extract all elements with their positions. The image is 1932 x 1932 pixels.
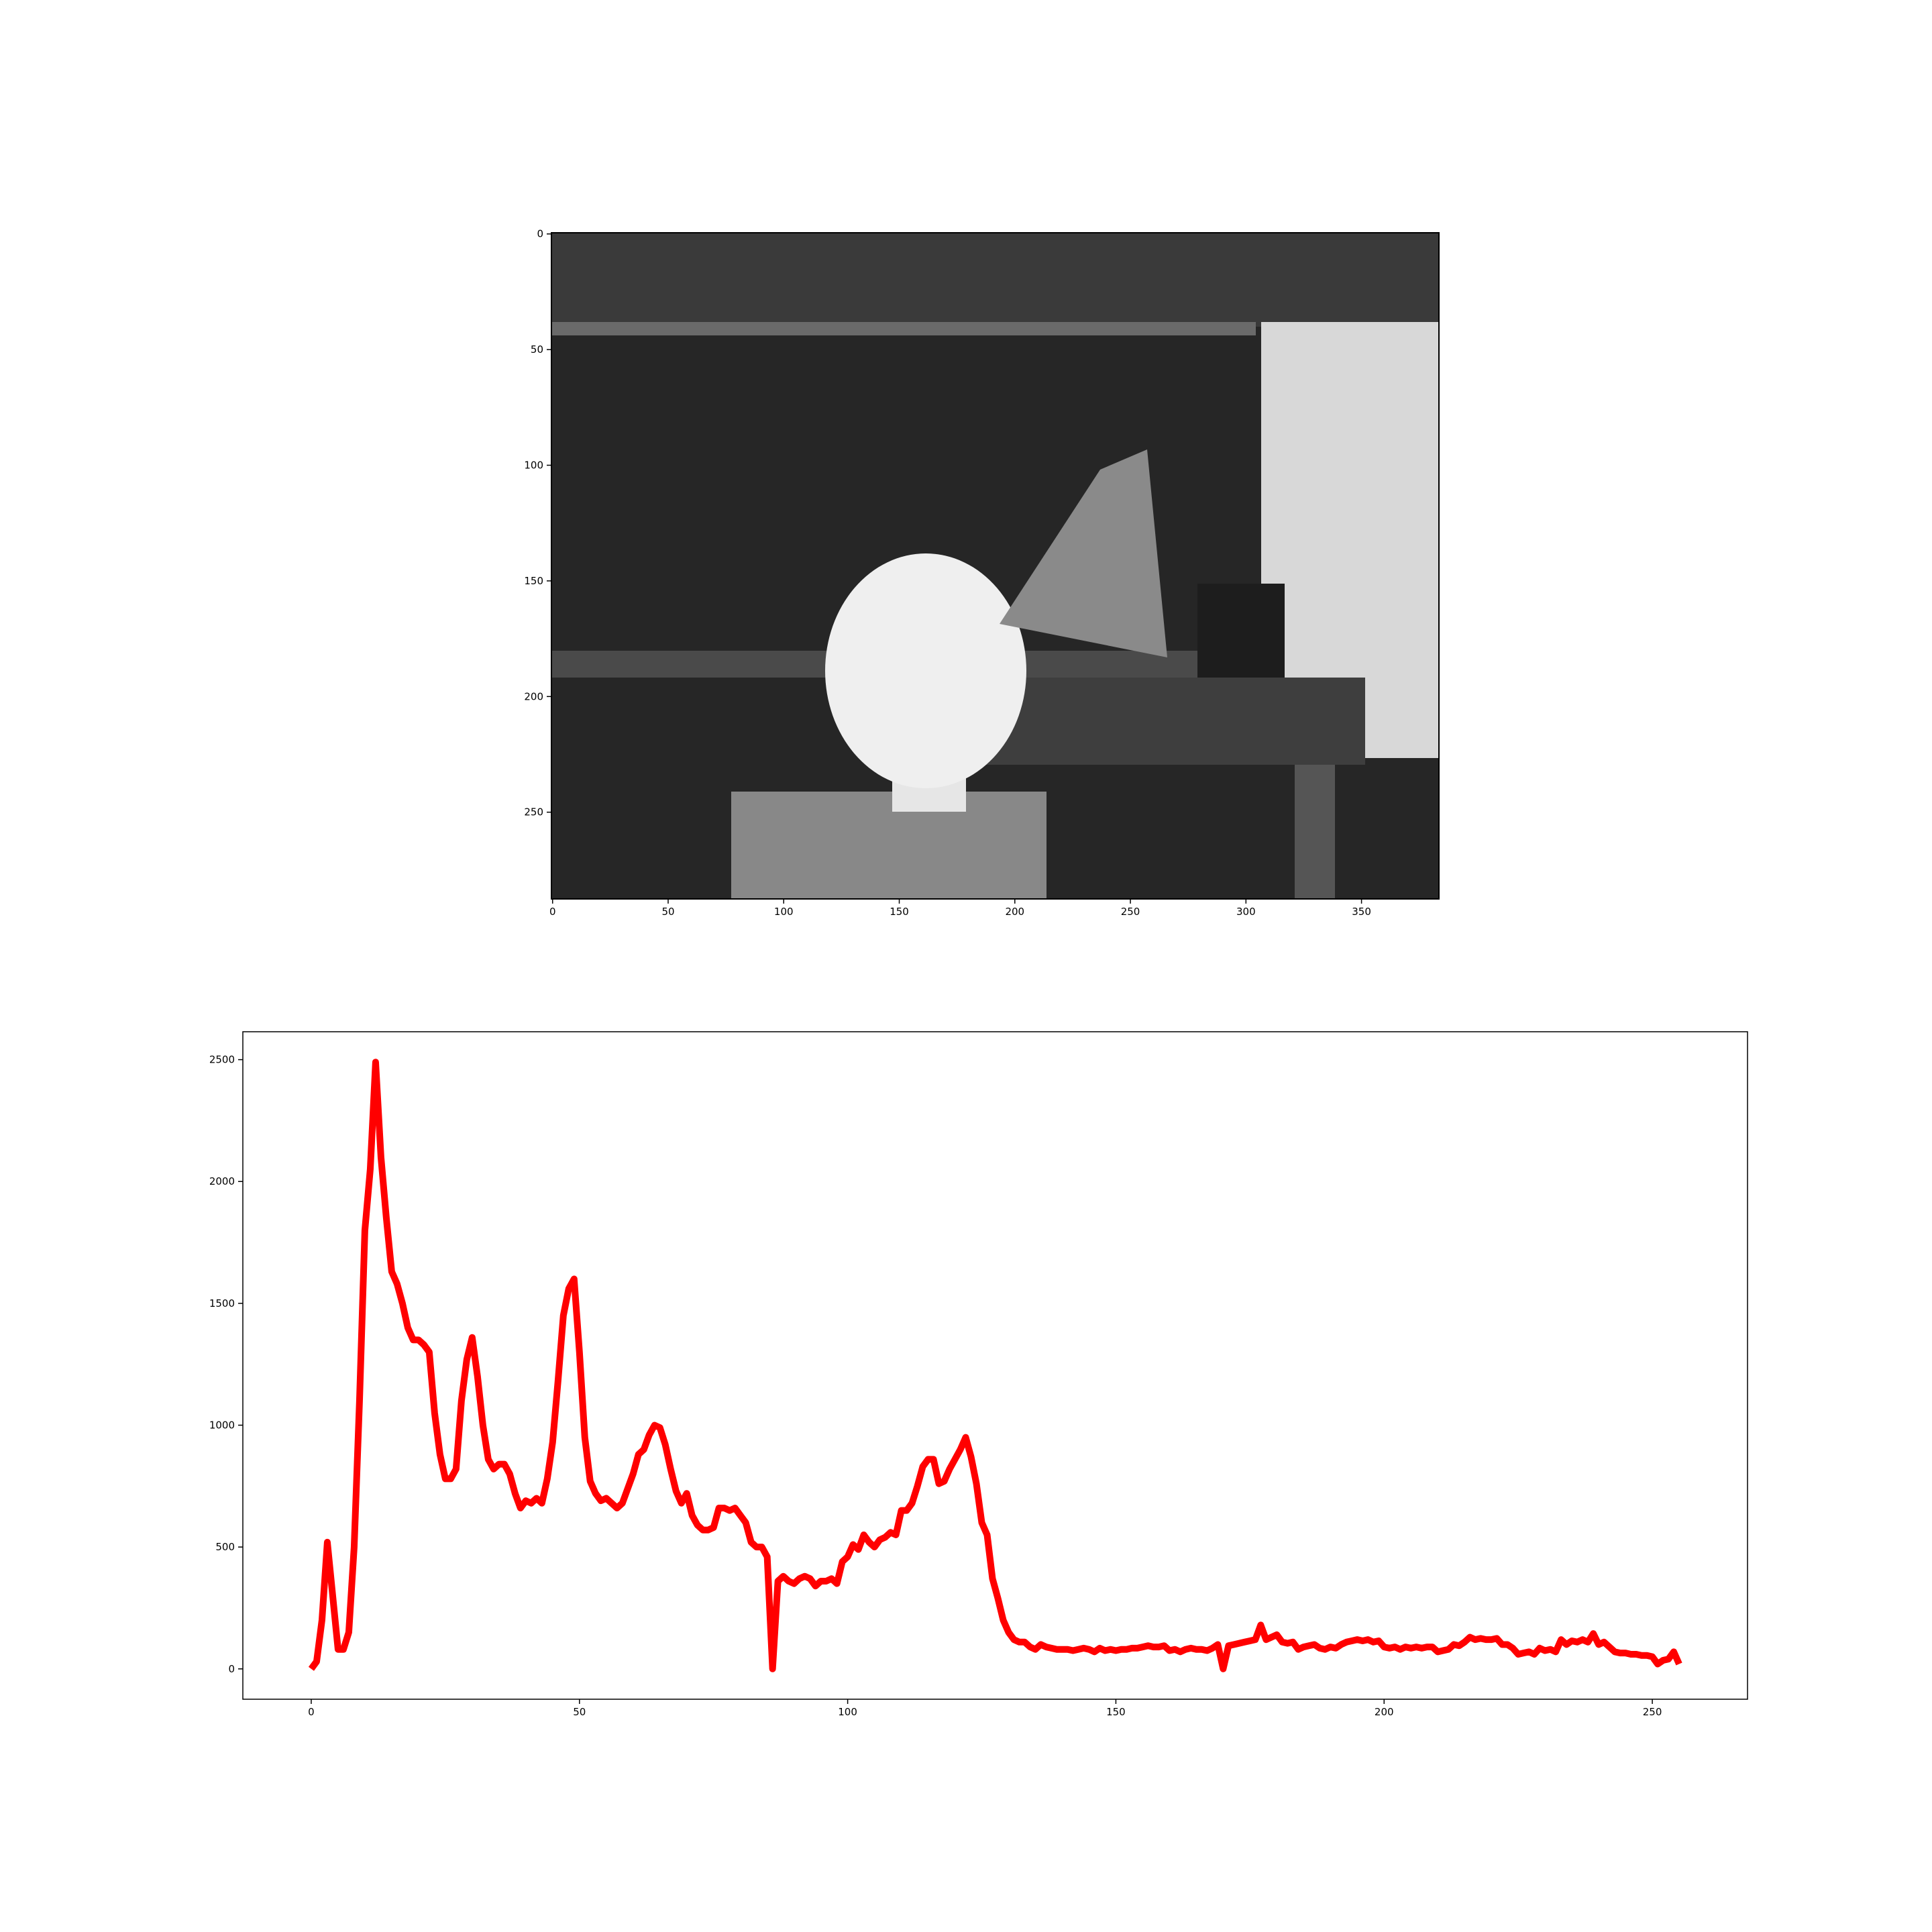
photo-table-leg xyxy=(1295,765,1335,899)
x-tick-label: 50 xyxy=(573,1706,586,1718)
y-tick-label: 250 xyxy=(524,806,543,818)
x-tick-label: 250 xyxy=(1643,1706,1662,1718)
data-line xyxy=(308,1059,1682,1672)
axes-frame xyxy=(551,232,1440,900)
y-tick-label: 1500 xyxy=(209,1297,235,1309)
x-tick-label: 250 xyxy=(1121,906,1140,918)
y-tick-label: 100 xyxy=(524,460,543,472)
photo-box xyxy=(731,792,1046,899)
photo-head xyxy=(825,553,1026,788)
axes-frame xyxy=(242,1031,1748,1700)
y-tick-label: 150 xyxy=(524,575,543,587)
photo xyxy=(551,233,1439,899)
y-tick-label: 2500 xyxy=(209,1054,235,1066)
photo-shelf xyxy=(551,322,1256,335)
photo-top-shelf xyxy=(551,233,1439,327)
x-tick-label: 100 xyxy=(838,1706,857,1718)
y-tick-label: 0 xyxy=(537,228,543,240)
x-tick-label: 0 xyxy=(308,1706,315,1718)
y-tick-label: 0 xyxy=(228,1663,235,1675)
y-tick-label: 1000 xyxy=(209,1419,235,1432)
x-tick-label: 300 xyxy=(1236,906,1256,918)
photo-can xyxy=(1197,584,1285,678)
x-tick-label: 200 xyxy=(1375,1706,1394,1718)
photo-table xyxy=(976,678,1365,765)
x-tick-label: 350 xyxy=(1352,906,1371,918)
y-tick-label: 500 xyxy=(215,1541,235,1553)
photo-lamp xyxy=(1000,449,1167,657)
y-tick-label: 200 xyxy=(524,690,543,702)
x-tick-label: 100 xyxy=(774,906,794,918)
y-tick-label: 50 xyxy=(531,343,543,356)
x-tick-label: 150 xyxy=(890,906,909,918)
x-tick-label: 150 xyxy=(1106,1706,1126,1718)
x-tick-label: 200 xyxy=(1005,906,1024,918)
y-tick-label: 2000 xyxy=(209,1175,235,1187)
x-tick-label: 50 xyxy=(661,906,674,918)
x-tick-label: 0 xyxy=(549,906,556,918)
